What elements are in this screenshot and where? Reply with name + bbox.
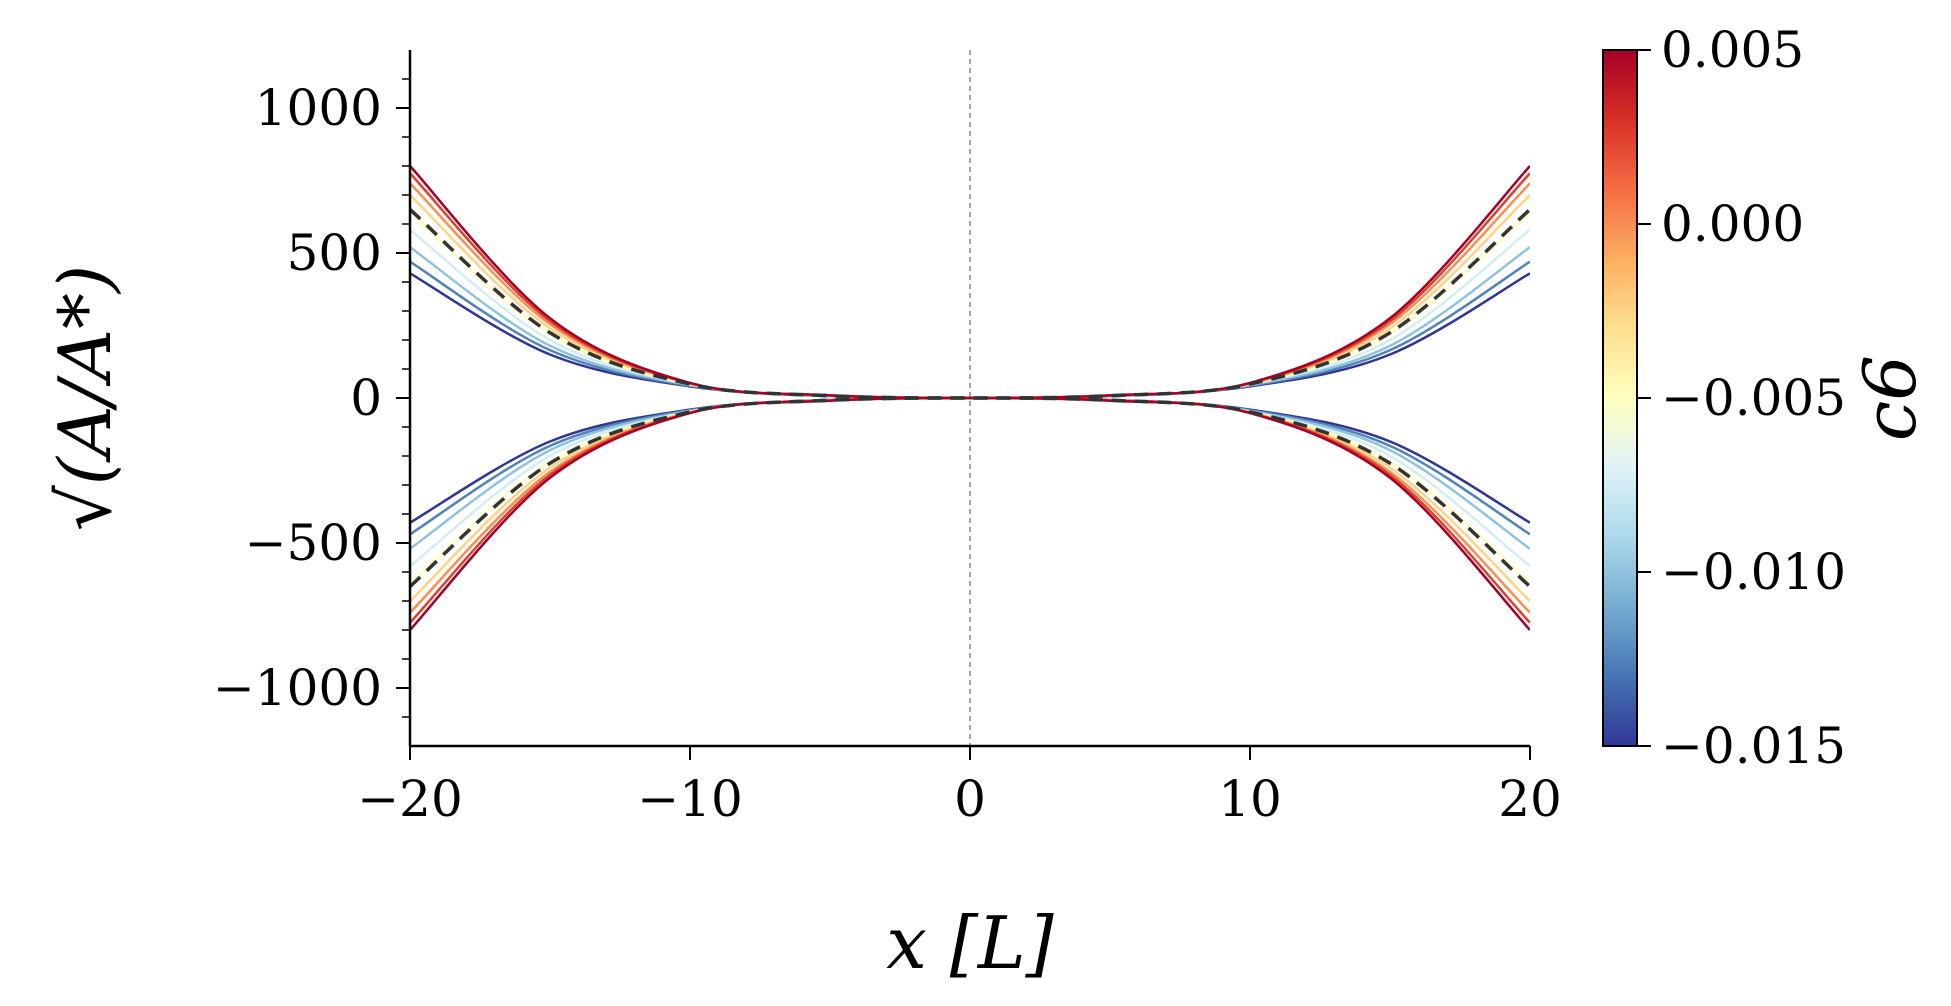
y-tick-label: 500 — [287, 224, 382, 282]
y-axis-label-group: √(A/A*) — [43, 265, 127, 531]
y-tick-label: 1000 — [255, 79, 382, 137]
x-tick-label: 0 — [954, 770, 986, 828]
y-axis-label: √(A/A*) — [43, 265, 127, 531]
x-axis-label: x [L] — [886, 901, 1054, 985]
reference-line-lower — [410, 396, 1530, 588]
colorbar-ticks: 0.005 0.000 −0.005 −0.010 −0.015 — [1637, 21, 1846, 775]
colorbar: 0.005 0.000 −0.005 −0.010 −0.015 c6 — [1602, 21, 1932, 775]
y-tick-label: −1000 — [213, 659, 382, 717]
x-tick-label: 20 — [1498, 770, 1562, 828]
y-tick-label: −500 — [245, 514, 382, 572]
y-ticks: 1000 500 0 −500 −1000 — [213, 78, 410, 718]
series-line-lower — [410, 396, 1530, 631]
y-tick-label: 0 — [350, 369, 382, 427]
series-line-upper — [410, 272, 1530, 400]
colorbar-tick-label: −0.015 — [1661, 717, 1846, 775]
x-axis-label-group: x [L] — [886, 901, 1054, 985]
reference-series-layer — [410, 208, 1530, 588]
colorbar-tick-label: −0.010 — [1661, 543, 1846, 601]
x-tick-label: −10 — [637, 770, 743, 828]
x-ticks: −20 −10 0 10 20 — [357, 746, 1562, 828]
axes: 1000 500 0 −500 −1000 −20 −10 0 10 20 — [213, 50, 1562, 828]
colorbar-tick-label: 0.005 — [1661, 21, 1804, 79]
colorbar-gradient — [1602, 49, 1638, 747]
reference-line-upper — [410, 208, 1530, 400]
x-tick-label: −20 — [357, 770, 463, 828]
plot-area — [410, 50, 1530, 746]
x-tick-label: 10 — [1218, 770, 1282, 828]
series-layer — [410, 165, 1530, 631]
colorbar-tick-label: 0.000 — [1661, 195, 1804, 253]
colorbar-tick-label: −0.005 — [1661, 369, 1846, 427]
colorbar-label: c6 — [1848, 355, 1932, 441]
